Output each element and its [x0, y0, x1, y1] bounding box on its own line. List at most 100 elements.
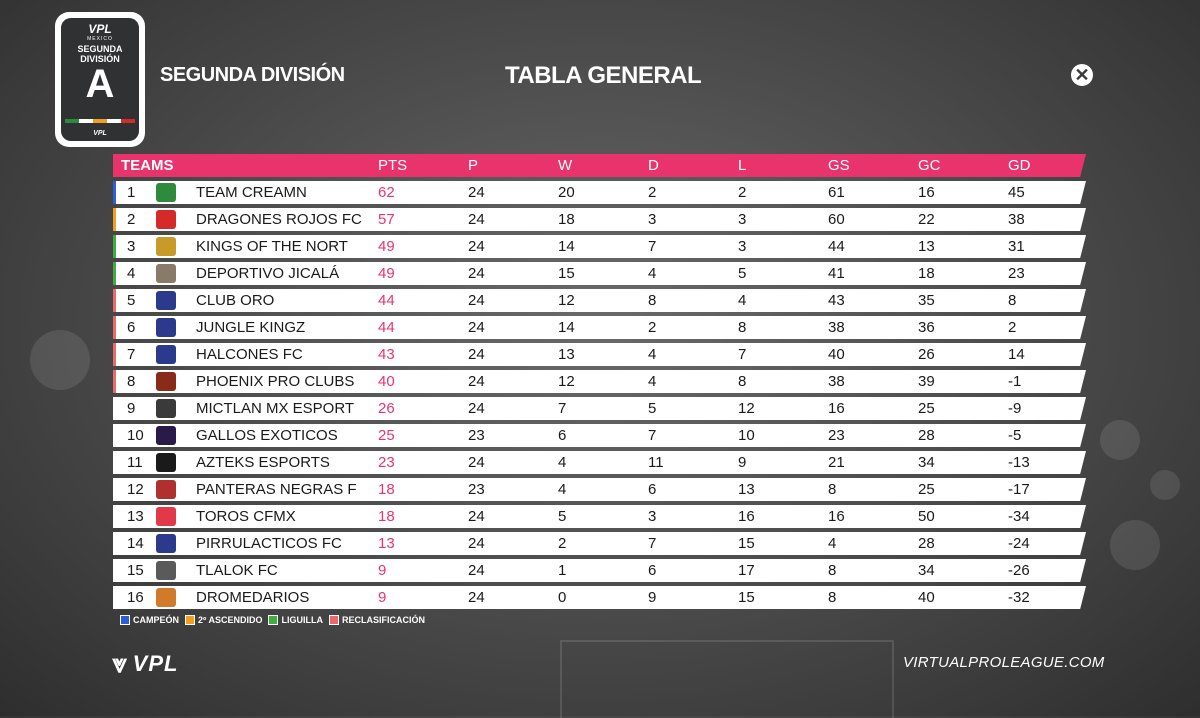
table-row: 15 TLALOK FC 9 24 1 6 17 8 34 -26	[113, 559, 1086, 582]
team-logo-icon	[156, 345, 176, 364]
gs-cell: 38	[828, 319, 845, 336]
p-cell: 24	[468, 265, 485, 282]
team-logo-icon	[156, 183, 176, 202]
team-logo-icon	[156, 318, 176, 337]
gs-cell: 40	[828, 346, 845, 363]
team-name-cell: PIRRULACTICOS FC	[196, 535, 342, 552]
w-cell: 15	[558, 265, 575, 282]
status-bar	[113, 262, 116, 285]
position-cell: 14	[127, 535, 144, 552]
position-cell: 4	[127, 265, 136, 282]
team-logo-icon	[156, 426, 176, 445]
gd-cell: -17	[1008, 481, 1030, 498]
p-cell: 23	[468, 481, 485, 498]
l-cell: 15	[738, 535, 755, 552]
badge-stripe	[65, 119, 135, 123]
d-cell: 2	[648, 319, 657, 336]
position-cell: 13	[127, 508, 144, 525]
team-logo-icon	[156, 372, 176, 391]
gs-cell: 41	[828, 265, 845, 282]
legend-swatch	[328, 615, 339, 625]
gc-cell: 34	[918, 562, 935, 579]
gs-cell: 23	[828, 427, 845, 444]
gd-cell: -13	[1008, 454, 1030, 471]
p-cell: 24	[468, 454, 485, 471]
col-p: P	[468, 157, 479, 174]
team-name-cell: TOROS CFMX	[196, 508, 296, 525]
website-link[interactable]: VIRTUALPROLEAGUE.COM	[903, 654, 1105, 671]
w-cell: 13	[558, 346, 575, 363]
gd-cell: 45	[1008, 184, 1025, 201]
gd-cell: 14	[1008, 346, 1025, 363]
table-row: 13 TOROS CFMX 18 24 5 3 16 16 50 -34	[113, 505, 1086, 528]
w-cell: 1	[558, 562, 567, 579]
team-logo-icon	[156, 480, 176, 499]
gc-cell: 34	[918, 454, 935, 471]
pts-cell: 18	[378, 481, 395, 498]
gd-cell: -24	[1008, 535, 1030, 552]
team-logo-icon	[156, 291, 176, 310]
position-cell: 7	[127, 346, 136, 363]
w-cell: 4	[558, 481, 567, 498]
team-name-cell: JUNGLE KINGZ	[196, 319, 306, 336]
status-bar	[113, 370, 116, 393]
position-cell: 10	[127, 427, 144, 444]
team-name-cell: DEPORTIVO JICALÁ	[196, 265, 340, 282]
team-name-cell: DRAGONES ROJOS FC	[196, 211, 362, 228]
status-bar	[113, 235, 116, 258]
gc-cell: 22	[918, 211, 935, 228]
table-row: 12 PANTERAS NEGRAS F 18 23 4 6 13 8 25 -17	[113, 478, 1086, 501]
team-logo-icon	[156, 453, 176, 472]
w-cell: 18	[558, 211, 575, 228]
gs-cell: 60	[828, 211, 845, 228]
status-bar	[113, 181, 116, 204]
legend-label: CAMPEÓN	[133, 615, 180, 625]
legend-item-ascendido: 2º ASCENDIDO	[185, 615, 262, 625]
team-logo-icon	[156, 210, 176, 229]
gc-cell: 25	[918, 481, 935, 498]
pts-cell: 44	[378, 319, 395, 336]
xbox-icon: ✕	[1071, 64, 1093, 86]
team-logo-icon	[156, 507, 176, 526]
gc-cell: 26	[918, 346, 935, 363]
position-cell: 11	[127, 454, 143, 471]
gd-cell: -32	[1008, 589, 1030, 606]
team-name-cell: CLUB ORO	[196, 292, 275, 309]
division-subtitle: SEGUNDA DIVISIÓN	[160, 64, 345, 86]
gd-cell: -5	[1008, 427, 1022, 444]
l-cell: 12	[738, 400, 755, 417]
position-cell: 8	[127, 373, 136, 390]
position-cell: 6	[127, 319, 136, 336]
gc-cell: 18	[918, 265, 935, 282]
table-row: 11 AZTEKS ESPORTS 23 24 4 11 9 21 34 -13	[113, 451, 1086, 474]
l-cell: 4	[738, 292, 747, 309]
col-pts: PTS	[378, 157, 408, 174]
pts-cell: 40	[378, 373, 395, 390]
gc-cell: 36	[918, 319, 935, 336]
d-cell: 7	[648, 427, 657, 444]
p-cell: 24	[468, 562, 485, 579]
col-gs: GS	[828, 157, 850, 174]
gd-cell: 31	[1008, 238, 1025, 255]
l-cell: 8	[738, 319, 747, 336]
position-cell: 9	[127, 400, 136, 417]
legend-swatch	[120, 615, 130, 625]
w-cell: 2	[558, 535, 567, 552]
d-cell: 2	[648, 184, 657, 201]
col-d: D	[648, 157, 659, 174]
p-cell: 24	[468, 589, 485, 606]
l-cell: 16	[738, 508, 755, 525]
l-cell: 8	[738, 373, 747, 390]
d-cell: 3	[648, 508, 657, 525]
badge-letter: A	[85, 62, 115, 106]
gd-cell: 8	[1008, 292, 1017, 309]
w-cell: 12	[558, 292, 575, 309]
table-header: TEAMS PTS P W D L GS GC GD	[113, 154, 1086, 177]
w-cell: 20	[558, 184, 575, 201]
w-cell: 7	[558, 400, 567, 417]
table-row: 10 GALLOS EXOTICOS 25 23 6 7 10 23 28 -5	[113, 424, 1086, 447]
pts-cell: 62	[378, 184, 395, 201]
status-bar	[113, 208, 116, 231]
pts-cell: 18	[378, 508, 395, 525]
table-row: 16 DROMEDARIOS 9 24 0 9 15 8 40 -32	[113, 586, 1086, 609]
